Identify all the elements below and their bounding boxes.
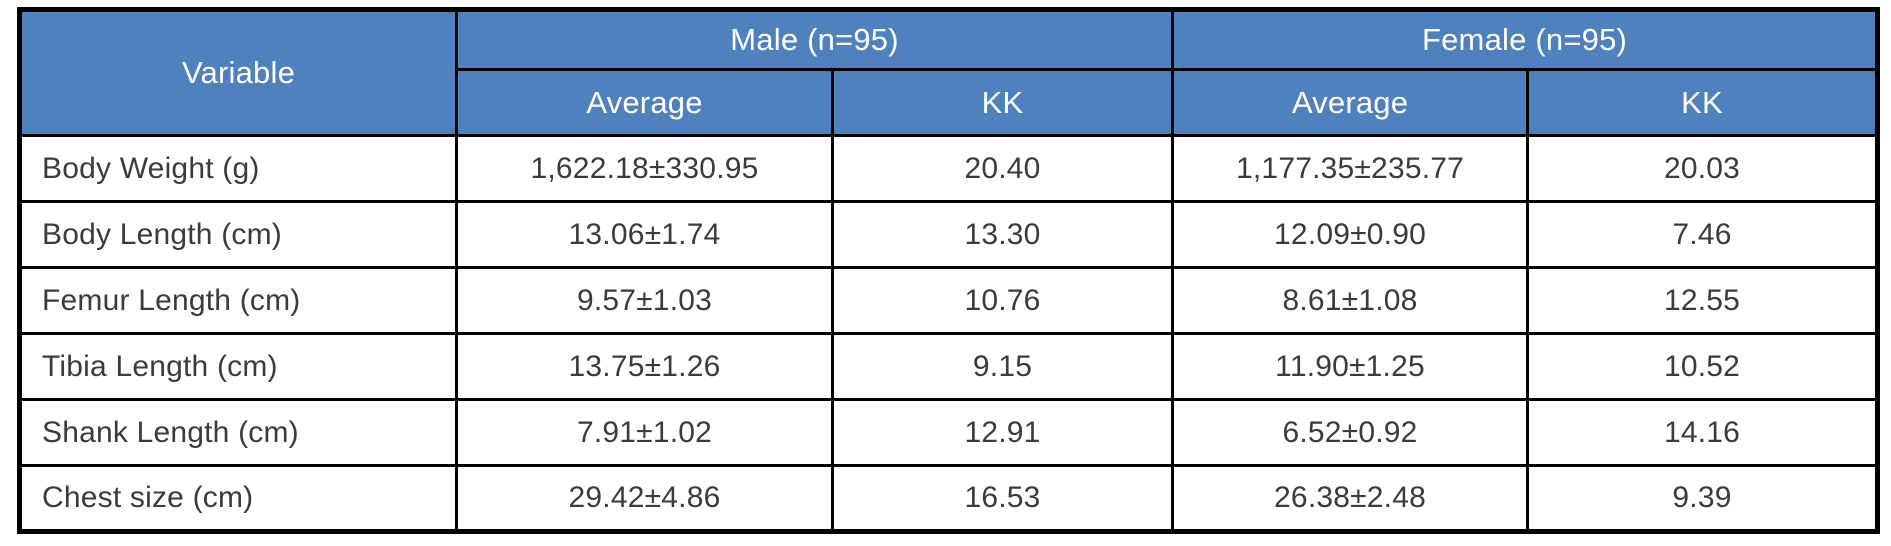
header-female-kk: KK [1526, 68, 1880, 137]
cell-male-average: 9.57±1.03 [455, 266, 834, 335]
cell-female-average: 6.52±0.92 [1171, 398, 1530, 467]
table-row: Shank Length (cm) 7.91±1.02 12.91 6.52±0… [18, 398, 1880, 467]
cell-female-kk: 12.55 [1526, 266, 1880, 335]
row-variable: Chest size (cm) [18, 464, 458, 533]
measurement-table-container: Variable Male (n=95) Female (n=95) Avera… [17, 7, 1881, 534]
cell-male-kk: 16.53 [830, 464, 1175, 533]
cell-male-kk: 20.40 [830, 134, 1175, 203]
cell-female-kk: 9.39 [1526, 464, 1880, 533]
cell-male-average: 1,622.18±330.95 [455, 134, 834, 203]
cell-male-average: 13.06±1.74 [455, 200, 834, 269]
cell-male-kk: 9.15 [830, 332, 1175, 401]
measurement-table: Variable Male (n=95) Female (n=95) Avera… [17, 7, 1881, 534]
header-female-average: Average [1171, 68, 1530, 137]
header-variable: Variable [18, 8, 458, 137]
row-variable: Body Weight (g) [18, 134, 458, 203]
cell-female-average: 26.38±2.48 [1171, 464, 1530, 533]
table-row: Body Length (cm) 13.06±1.74 13.30 12.09±… [18, 200, 1880, 269]
cell-female-kk: 20.03 [1526, 134, 1880, 203]
cell-male-kk: 12.91 [830, 398, 1175, 467]
table-row: Body Weight (g) 1,622.18±330.95 20.40 1,… [18, 134, 1880, 203]
cell-male-average: 29.42±4.86 [455, 464, 834, 533]
table-header: Variable Male (n=95) Female (n=95) Avera… [18, 8, 1880, 137]
cell-female-average: 11.90±1.25 [1171, 332, 1530, 401]
table-row: Chest size (cm) 29.42±4.86 16.53 26.38±2… [18, 464, 1880, 533]
cell-female-kk: 10.52 [1526, 332, 1880, 401]
cell-female-average: 8.61±1.08 [1171, 266, 1530, 335]
table-row: Tibia Length (cm) 13.75±1.26 9.15 11.90±… [18, 332, 1880, 401]
cell-female-kk: 14.16 [1526, 398, 1880, 467]
table-body: Body Weight (g) 1,622.18±330.95 20.40 1,… [18, 134, 1880, 533]
cell-male-kk: 13.30 [830, 200, 1175, 269]
table-row: Femur Length (cm) 9.57±1.03 10.76 8.61±1… [18, 266, 1880, 335]
cell-male-average: 7.91±1.02 [455, 398, 834, 467]
header-male-average: Average [455, 68, 834, 137]
row-variable: Body Length (cm) [18, 200, 458, 269]
row-variable: Shank Length (cm) [18, 398, 458, 467]
header-male-group: Male (n=95) [454, 8, 1175, 71]
row-variable: Femur Length (cm) [18, 266, 458, 335]
cell-female-kk: 7.46 [1526, 200, 1880, 269]
row-variable: Tibia Length (cm) [18, 332, 458, 401]
header-male-kk: KK [830, 68, 1175, 137]
cell-male-average: 13.75±1.26 [455, 332, 834, 401]
cell-female-average: 1,177.35±235.77 [1171, 134, 1530, 203]
header-female-group: Female (n=95) [1171, 8, 1880, 71]
cell-male-kk: 10.76 [830, 266, 1175, 335]
cell-female-average: 12.09±0.90 [1171, 200, 1530, 269]
